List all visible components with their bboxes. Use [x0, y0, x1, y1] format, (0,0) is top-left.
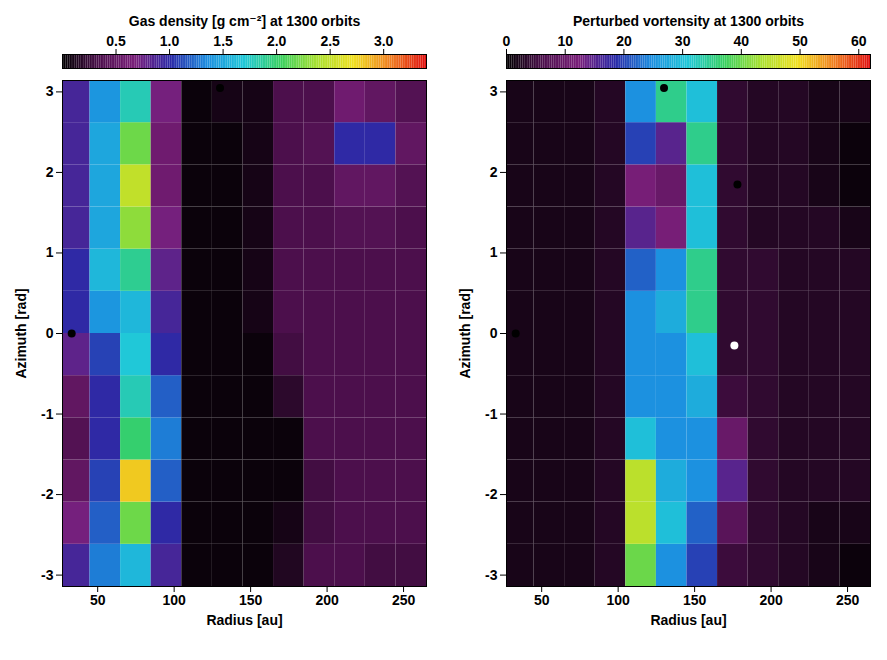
svg-text:250: 250 [836, 592, 860, 608]
svg-text:60: 60 [851, 33, 867, 49]
svg-text:Perturbed vortensity at 1300 o: Perturbed vortensity at 1300 orbits [573, 13, 804, 29]
svg-text:Azimuth [rad]: Azimuth [rad] [13, 288, 29, 378]
svg-text:100: 100 [606, 592, 630, 608]
svg-text:10: 10 [557, 33, 573, 49]
svg-text:0: 0 [490, 325, 498, 341]
svg-text:-1: -1 [485, 406, 498, 422]
svg-text:0.5: 0.5 [106, 33, 126, 49]
svg-text:0: 0 [46, 325, 54, 341]
svg-text:Azimuth [rad]: Azimuth [rad] [457, 288, 473, 378]
svg-text:40: 40 [734, 33, 750, 49]
svg-text:3.0: 3.0 [374, 33, 394, 49]
svg-text:Gas density [g cm⁻²] at 1300 o: Gas density [g cm⁻²] at 1300 orbits [129, 13, 361, 29]
svg-text:2: 2 [490, 164, 498, 180]
svg-text:50: 50 [792, 33, 808, 49]
svg-text:-2: -2 [41, 486, 54, 502]
svg-text:0: 0 [503, 33, 511, 49]
svg-text:30: 30 [675, 33, 691, 49]
svg-text:-1: -1 [41, 406, 54, 422]
svg-text:200: 200 [759, 592, 783, 608]
svg-text:150: 150 [239, 592, 263, 608]
svg-text:-3: -3 [485, 567, 498, 583]
svg-text:1: 1 [46, 244, 54, 260]
svg-text:-2: -2 [485, 486, 498, 502]
svg-text:Radius [au]: Radius [au] [206, 612, 282, 628]
svg-text:3: 3 [46, 83, 54, 99]
svg-text:3: 3 [490, 83, 498, 99]
svg-text:1.0: 1.0 [160, 33, 180, 49]
svg-text:2: 2 [46, 164, 54, 180]
svg-text:20: 20 [616, 33, 632, 49]
svg-text:250: 250 [392, 592, 416, 608]
svg-text:2.5: 2.5 [320, 33, 340, 49]
svg-text:50: 50 [534, 592, 550, 608]
svg-text:2.0: 2.0 [267, 33, 287, 49]
svg-text:1.5: 1.5 [213, 33, 233, 49]
svg-text:200: 200 [315, 592, 339, 608]
svg-text:150: 150 [683, 592, 707, 608]
svg-text:100: 100 [162, 592, 186, 608]
svg-text:50: 50 [90, 592, 106, 608]
svg-text:Radius [au]: Radius [au] [650, 612, 726, 628]
svg-text:1: 1 [490, 244, 498, 260]
svg-text:-3: -3 [41, 567, 54, 583]
